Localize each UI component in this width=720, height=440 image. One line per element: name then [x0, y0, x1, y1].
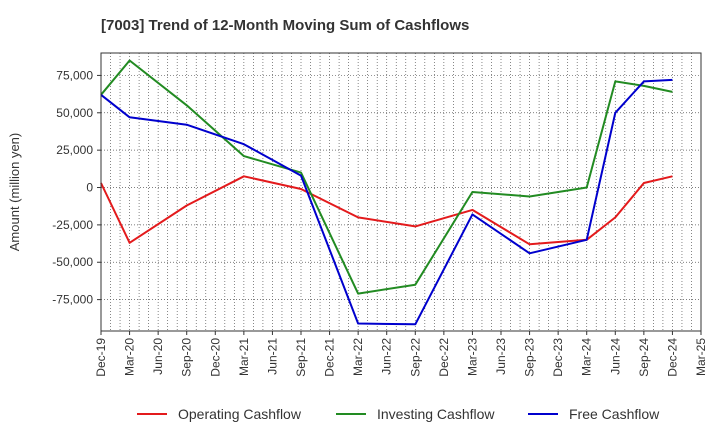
x-tick-label: Dec-20	[208, 338, 222, 377]
x-tick-label: Jun-20	[151, 338, 165, 375]
x-tick-label: Dec-24	[665, 338, 679, 377]
vertical-gridlines	[110, 53, 692, 331]
legend-label-free-cashflow: Free Cashflow	[569, 406, 660, 422]
chart-title: [7003] Trend of 12-Month Moving Sum of C…	[101, 17, 469, 34]
x-tick-label: Jun-23	[494, 338, 508, 375]
x-tick-label: Sep-24	[637, 338, 651, 377]
x-tick-label: Sep-22	[408, 338, 422, 377]
plot-area	[100, 52, 702, 332]
x-tick-label: Sep-23	[523, 338, 537, 377]
investing-cashflow-line	[100, 59, 673, 295]
legend-label-operating-cashflow: Operating Cashflow	[178, 406, 302, 422]
x-tick-label: Dec-21	[323, 338, 337, 377]
x-tick-label: Jun-24	[608, 338, 622, 375]
x-axis-ticks: Dec-19 Mar-20 Jun-20 Sep-20 Dec-20 Mar-21 Jun-…	[94, 331, 708, 377]
free-cashflow-line	[100, 78, 673, 326]
x-tick-label: Mar-25	[694, 338, 708, 376]
y-tick-label: -75,000	[52, 293, 93, 307]
x-tick-label: Jun-21	[265, 338, 279, 375]
y-tick-label: 0	[86, 181, 93, 195]
y-axis-label: Amount (million yen)	[7, 133, 22, 252]
x-tick-label: Mar-20	[123, 338, 137, 376]
x-tick-label: Mar-22	[351, 338, 365, 376]
x-tick-label: Dec-23	[551, 338, 565, 377]
series-lines	[100, 59, 673, 326]
operating-cashflow-line	[100, 175, 673, 246]
legend-label-investing-cashflow: Investing Cashflow	[377, 406, 495, 422]
x-tick-label: Sep-21	[294, 338, 308, 377]
x-tick-label: Mar-24	[580, 338, 594, 376]
x-tick-label: Dec-19	[94, 338, 108, 377]
x-tick-label: Mar-23	[465, 338, 479, 376]
plot-frame	[100, 52, 702, 332]
y-tick-label: 75,000	[56, 68, 93, 82]
plot-background	[101, 53, 701, 331]
y-tick-label: 50,000	[56, 106, 93, 120]
x-tick-label: Mar-21	[237, 338, 251, 376]
y-tick-label: -50,000	[52, 255, 93, 269]
y-tick-label: 25,000	[56, 143, 93, 157]
x-tick-label: Jun-22	[380, 338, 394, 375]
legend: Operating Cashflow Investing Cashflow Free…	[137, 406, 660, 422]
x-tick-label: Dec-22	[437, 338, 451, 377]
y-axis-ticks: 75,000 50,000 25,000 0 -25,000 -50,000 -75,000	[52, 68, 101, 307]
y-tick-label: -25,000	[52, 218, 93, 232]
x-tick-label: Sep-20	[180, 338, 194, 377]
